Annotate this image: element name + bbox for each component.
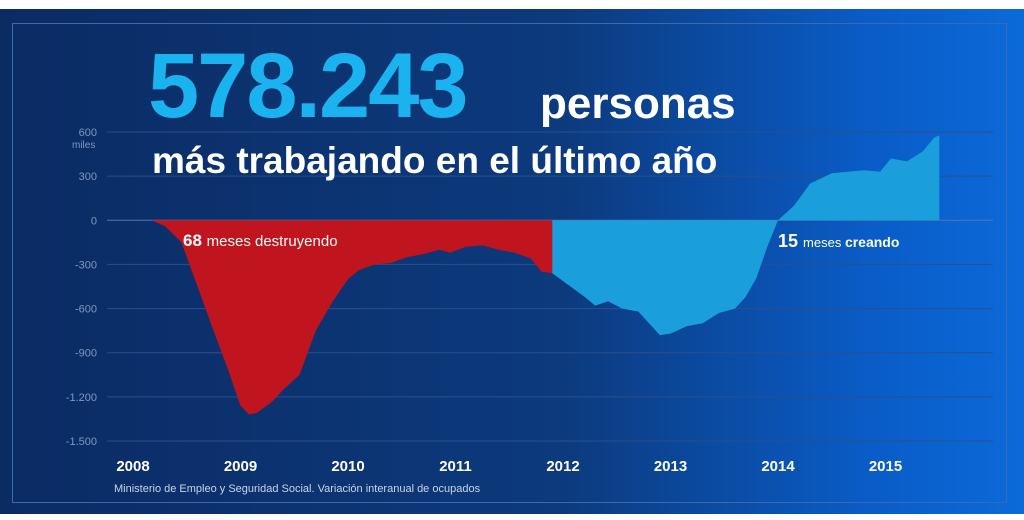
y-tick-label: -1.200 [66,392,97,404]
destruction-area [151,220,553,415]
x-tick-label: 2015 [869,458,902,475]
x-tick-label: 2010 [331,458,364,475]
source-note: Ministerio de Empleo y Seguridad Social.… [114,483,481,495]
chart-panel [0,9,1024,514]
x-tick-label: 2009 [224,458,257,475]
x-tick-label: 2014 [761,458,795,475]
y-tick-label: 300 [79,171,97,183]
y-tick-label: 600 [79,127,97,139]
creation-annotation: 15 meses creando [778,231,899,251]
destruction-annotation: 68 meses destruyendo [183,231,338,250]
y-tick-label: -300 [75,259,97,271]
y-tick-label: -1.500 [66,436,97,448]
x-tick-label: 2013 [654,458,687,475]
x-tick-label: 2011 [439,458,472,475]
panel-border [12,23,1007,503]
creation-area [552,135,940,336]
x-tick-label: 2008 [116,458,149,475]
headline-number: 578.243 [148,35,469,137]
y-tick-label: 0 [91,215,97,227]
y-axis-unit-label: miles [72,140,95,151]
headline-unit: personas [540,79,736,128]
y-tick-label: -600 [75,304,97,316]
y-tick-label: -900 [75,348,97,360]
x-tick-label: 2012 [546,458,579,475]
headline-subtitle: más trabajando en el último año [152,140,718,181]
